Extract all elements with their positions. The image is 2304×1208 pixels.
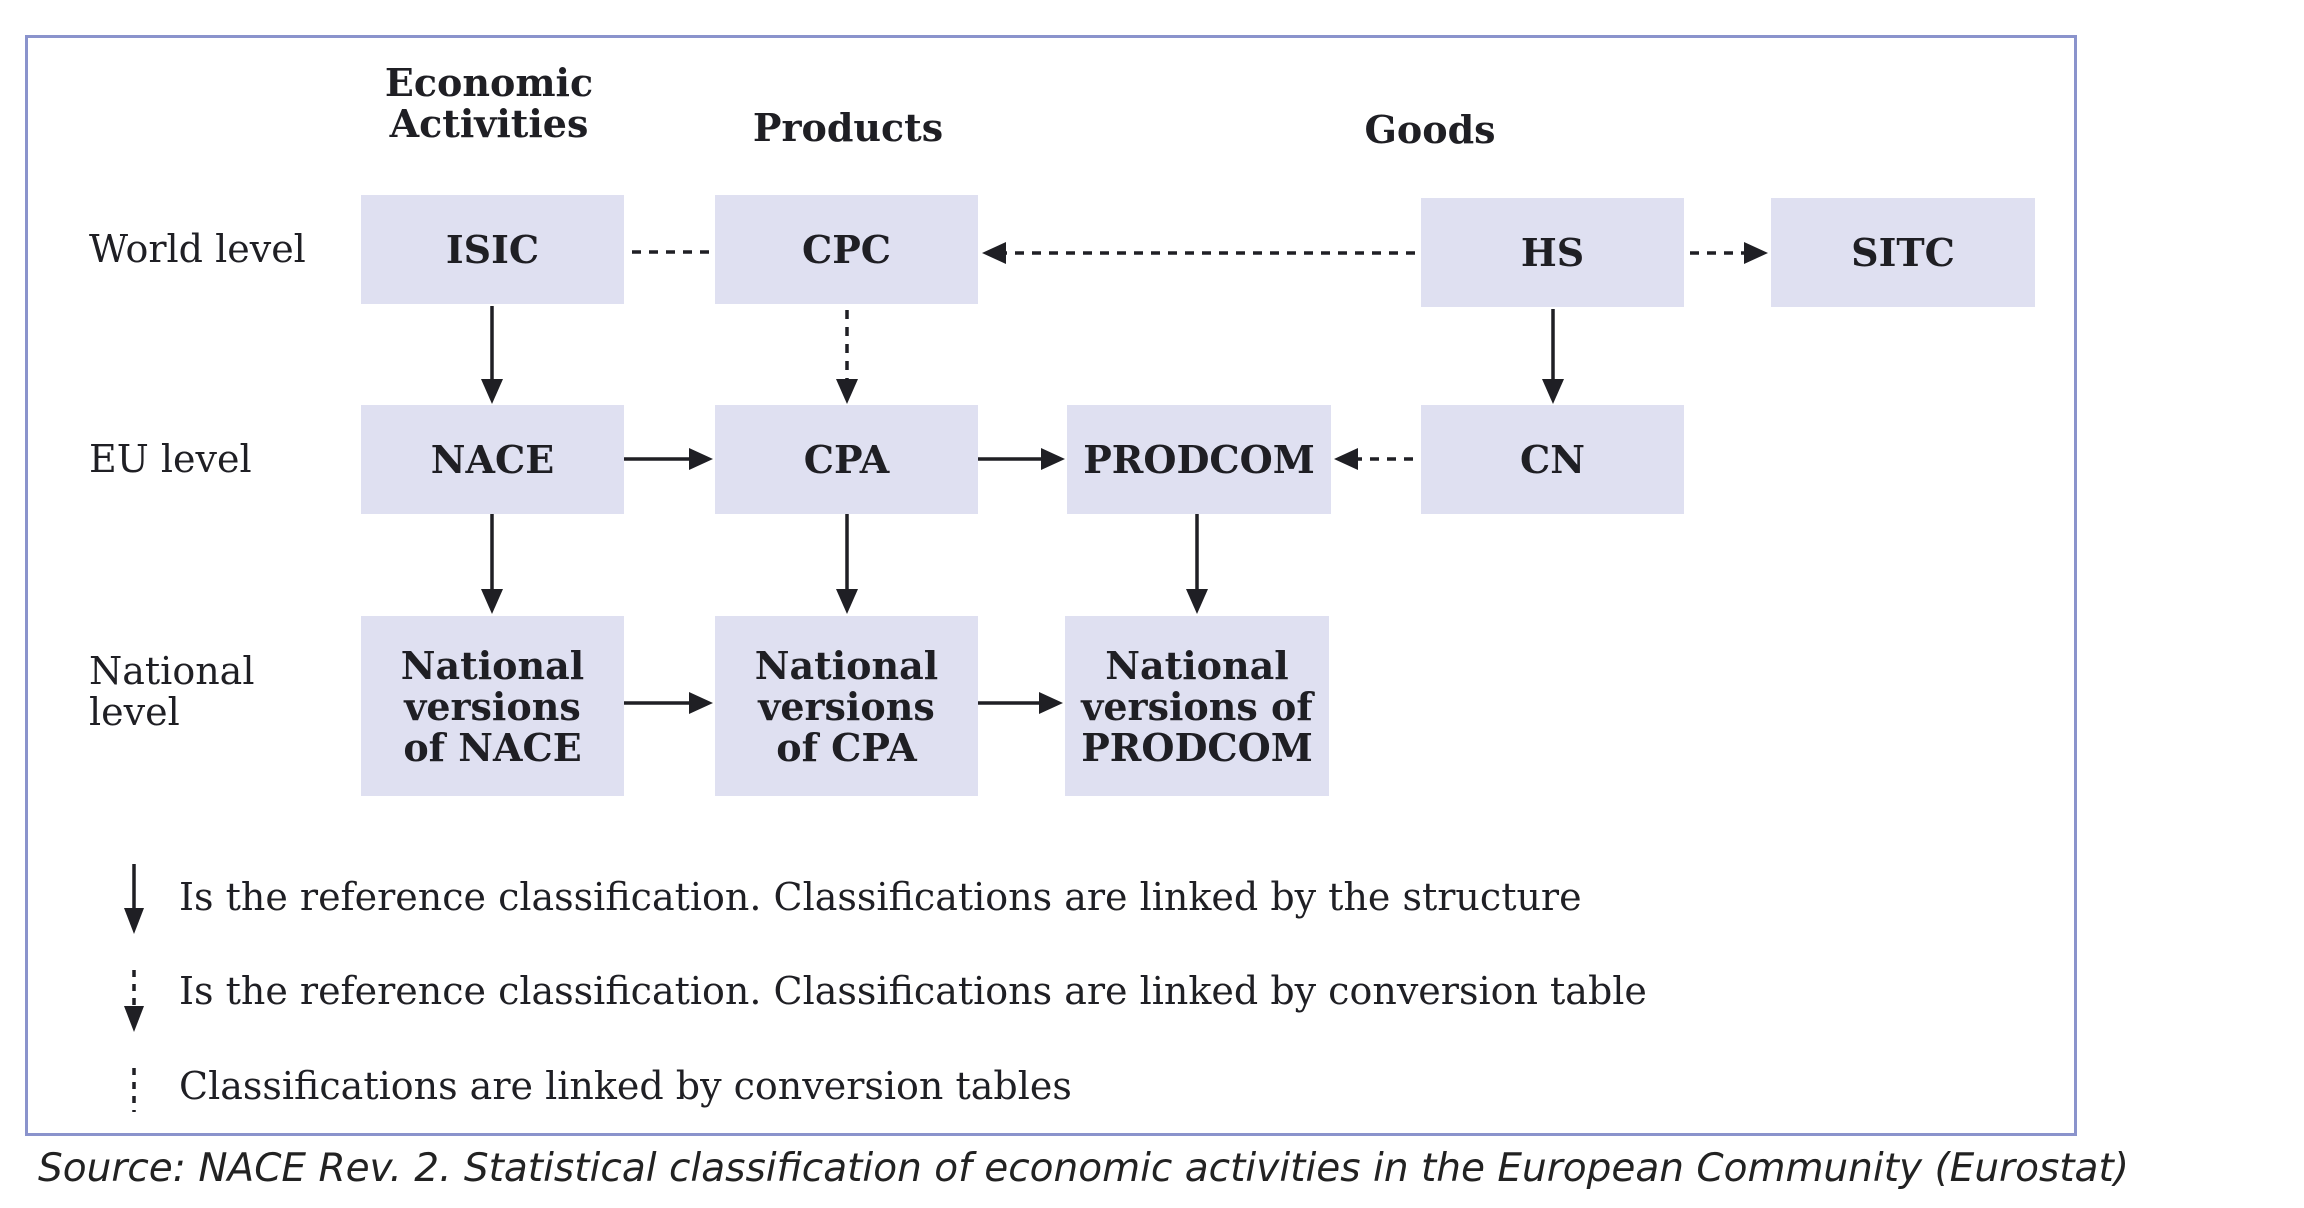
arrowhead-isic-nace xyxy=(481,379,503,404)
legend-solid-arrowhead xyxy=(124,908,144,934)
legend-dashed-arrow-text: Is the reference classification. Classif… xyxy=(179,969,1647,1013)
arrowhead-cn-prodcom xyxy=(1334,448,1358,470)
box-hs: HS xyxy=(1421,198,1684,307)
column-heading-goods: Goods xyxy=(1364,107,1496,152)
arrowhead-nace-cpa xyxy=(689,448,713,470)
arrowhead-cpc-cpa xyxy=(836,379,858,404)
box-cpc: CPC xyxy=(715,195,978,304)
arrowhead-cpa-prodcom xyxy=(1041,448,1065,470)
row-label-world-level: World level xyxy=(89,227,306,271)
row-label-national-level: National level xyxy=(89,649,255,734)
row-label-eu-level: EU level xyxy=(89,437,252,481)
box-cn: CN xyxy=(1421,405,1684,514)
arrowhead-hs-cn xyxy=(1542,379,1564,404)
diagram-frame xyxy=(25,35,2077,1136)
column-heading-economic-activities: Economic Activities xyxy=(384,60,594,146)
box-national-versions-of-prodcom: National versions of PRODCOM xyxy=(1065,616,1329,796)
box-prodcom: PRODCOM xyxy=(1067,405,1331,514)
legend-dashed-line-text: Classifications are linked by conversion… xyxy=(179,1064,1072,1108)
arrowhead-national-cpa-prodcom xyxy=(1039,692,1063,714)
box-sitc: SITC xyxy=(1771,198,2035,307)
arrowhead-nace-national xyxy=(481,589,503,614)
arrowhead-hs-sitc xyxy=(1744,242,1768,264)
box-isic: ISIC xyxy=(361,195,624,304)
box-nace: NACE xyxy=(361,405,624,514)
source-caption: Source: NACE Rev. 2. Statistical classif… xyxy=(38,1146,2129,1191)
arrowhead-cpa-national xyxy=(836,589,858,614)
legend-solid-arrow-text: Is the reference classification. Classif… xyxy=(179,875,1582,919)
box-national-versions-of-cpa: National versions of CPA xyxy=(715,616,978,796)
legend-dashed-arrowhead xyxy=(124,1006,144,1032)
column-heading-products: Products xyxy=(752,105,944,150)
arrowhead-national-nace-cpa xyxy=(689,692,713,714)
box-cpa: CPA xyxy=(715,405,978,514)
arrowhead-hs-cpc xyxy=(982,242,1006,264)
arrowhead-prodcom-national xyxy=(1186,589,1208,614)
box-national-versions-of-nace: National versions of NACE xyxy=(361,616,624,796)
